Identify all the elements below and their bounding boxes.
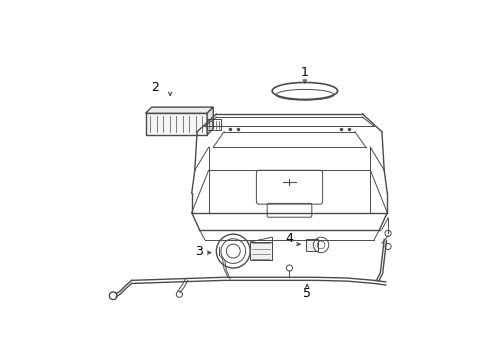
Text: 3: 3 <box>195 244 203 258</box>
Bar <box>250 242 271 260</box>
Polygon shape <box>207 107 213 135</box>
Text: 1: 1 <box>300 66 308 79</box>
Bar <box>305 239 317 251</box>
Text: 2: 2 <box>150 81 159 94</box>
Text: 5: 5 <box>303 287 310 300</box>
Bar <box>145 113 207 135</box>
Polygon shape <box>145 107 213 113</box>
Text: 4: 4 <box>285 231 293 244</box>
